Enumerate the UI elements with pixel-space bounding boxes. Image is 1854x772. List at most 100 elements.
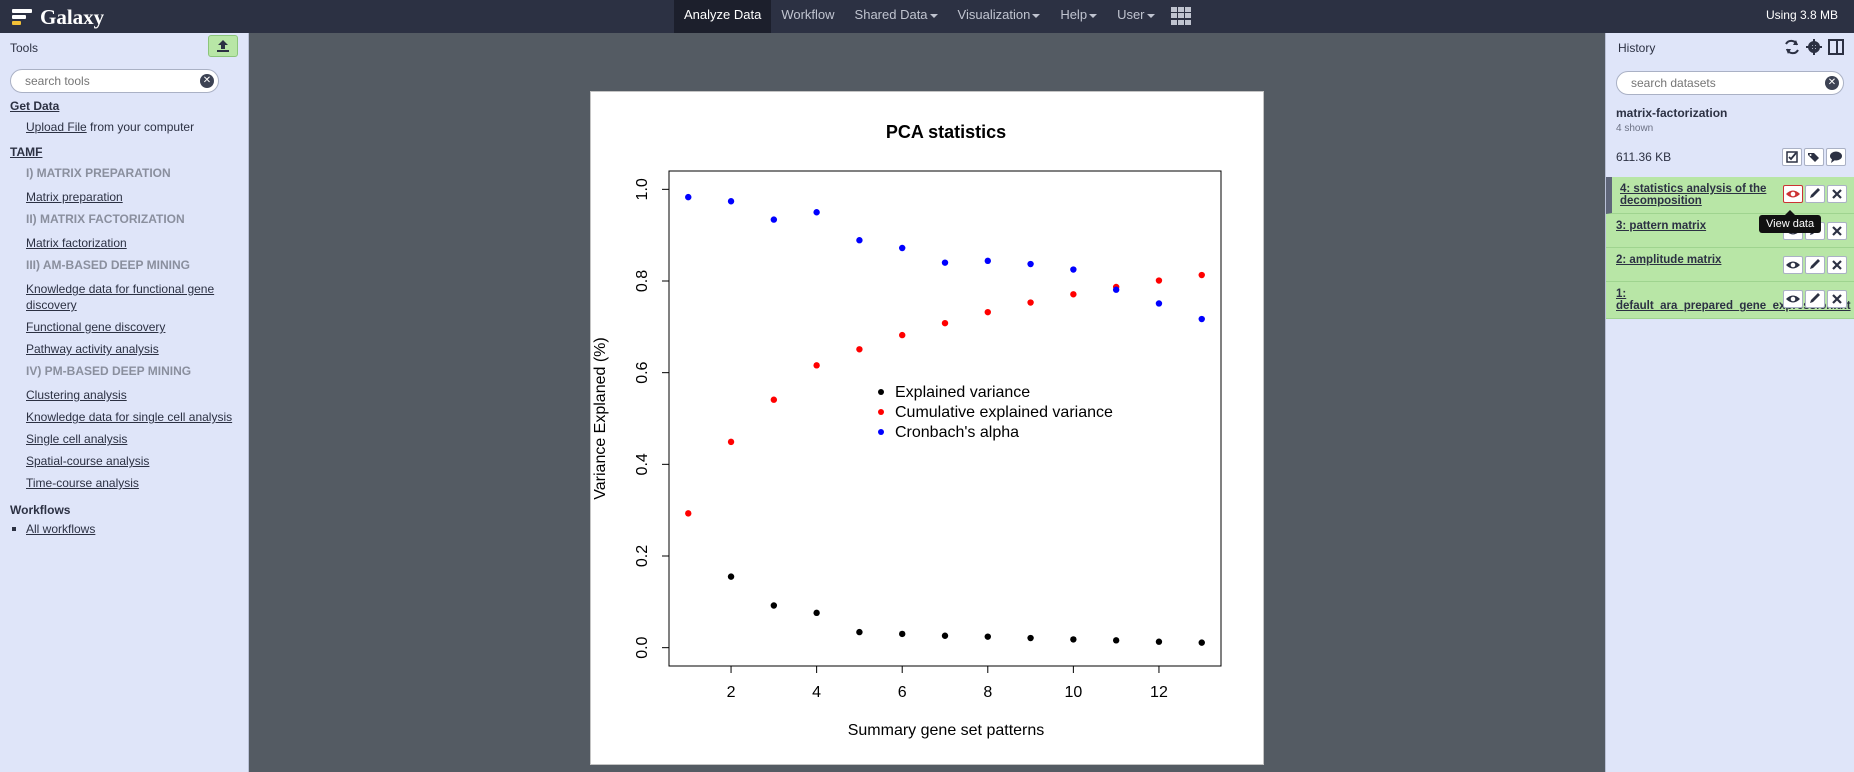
data-point [1112, 286, 1120, 293]
tool-pathway-activity[interactable]: Pathway activity analysis [26, 342, 159, 356]
annotation-comment-icon[interactable] [1826, 148, 1846, 166]
quota-meter[interactable]: Using 3.8 MB [1765, 8, 1838, 22]
tool-knowledge-single-cell[interactable]: Knowledge data for single cell analysis [26, 410, 233, 424]
delete-x-icon[interactable] [1827, 185, 1847, 203]
dataset-title[interactable]: 4: statistics analysis of the decomposit… [1620, 183, 1767, 207]
tool-spatial-course-analysis[interactable]: Spatial-course analysis [26, 454, 150, 468]
dataset-item[interactable]: 1: default_ara_prepared_gene_expression.… [1606, 282, 1854, 319]
tool-panel-title: Tools [10, 41, 39, 55]
delete-x-icon[interactable] [1827, 256, 1847, 274]
data-point [1198, 315, 1205, 323]
pencil-icon[interactable] [1805, 256, 1825, 274]
tool-functional-gene-discovery[interactable]: Functional gene discovery [26, 320, 166, 334]
data-point [941, 319, 949, 327]
brand-link[interactable]: Galaxy [12, 4, 104, 30]
all-workflows-link[interactable]: All workflows [26, 522, 96, 536]
nav-shared-data[interactable]: Shared Data [845, 0, 948, 33]
data-point [1155, 277, 1163, 284]
eye-icon[interactable] [1783, 256, 1803, 274]
tool-section-label: III) AM-BASED DEEP MINING [26, 258, 191, 272]
bullet-icon [12, 527, 16, 531]
tool-knowledge-functional-gene[interactable]: Knowledge data for functional gene disco… [26, 282, 215, 312]
y-tick-label: 0.4 [634, 453, 651, 475]
tool-time-course-analysis[interactable]: Time-course analysis [26, 476, 139, 490]
clear-search-icon[interactable]: ✕ [1825, 76, 1839, 90]
x-tick-label: 4 [812, 684, 821, 701]
data-point [1198, 271, 1205, 279]
upload-button[interactable] [208, 35, 238, 57]
y-axis: 0.0 0.2 0.4 0.6 0.8 1.0 [634, 178, 669, 659]
tool-clustering-analysis[interactable]: Clustering analysis [26, 388, 127, 402]
data-point [1198, 639, 1205, 646]
data-point [770, 602, 778, 609]
x-tick-label: 10 [1064, 684, 1082, 701]
upload-file-link[interactable]: Upload File [26, 120, 87, 134]
nav-workflow[interactable]: Workflow [771, 0, 844, 33]
dataset-search-input[interactable] [1631, 76, 1811, 90]
eye-icon[interactable] [1783, 185, 1803, 203]
dataset-item[interactable]: 2: amplitude matrix [1606, 248, 1854, 282]
section-get-data[interactable]: Get Data [10, 99, 60, 113]
plot-image: PCA statistics 2 4 6 8 10 12 0.0 0.2 0.4 0.6 0.8 1… [590, 91, 1264, 765]
refresh-icon[interactable] [1782, 37, 1802, 57]
data-point [685, 193, 692, 201]
history-title: History [1618, 41, 1656, 55]
chart-title: PCA statistics [886, 122, 1006, 142]
nav-label: Help [1060, 7, 1088, 22]
caret-down-icon [1089, 13, 1098, 18]
legend-marker [878, 429, 884, 435]
dataset-item[interactable]: 4: statistics analysis of the decomposit… [1606, 177, 1854, 214]
data-point [813, 362, 820, 369]
pencil-icon[interactable] [1805, 290, 1825, 308]
galaxy-logo-icon [12, 6, 34, 28]
data-point [770, 216, 778, 223]
data-point [1027, 299, 1034, 306]
data-point [856, 346, 863, 353]
data-point [770, 396, 778, 403]
tool-single-cell-analysis[interactable]: Single cell analysis [26, 432, 128, 446]
tool-panel: Tools ✕ Get Data Upload File from your c… [0, 33, 249, 772]
legend-label: Cumulative explained variance [895, 404, 1113, 421]
nav-help[interactable]: Help [1050, 0, 1107, 33]
upload-icon [217, 40, 229, 52]
tool-section-label: II) MATRIX FACTORIZATION [26, 212, 185, 226]
data-point [1027, 260, 1034, 268]
tags-icon[interactable] [1804, 148, 1824, 166]
dataset-list: 4: statistics analysis of the decomposit… [1606, 177, 1854, 319]
pencil-icon[interactable] [1805, 185, 1825, 203]
nav-analyze-data[interactable]: Analyze Data [674, 0, 772, 33]
dataset-title[interactable]: 2: amplitude matrix [1616, 254, 1722, 266]
apps-grid-icon[interactable] [1170, 7, 1193, 25]
columns-icon[interactable] [1826, 37, 1846, 57]
tool-section-label: I) MATRIX PREPARATION [26, 166, 171, 180]
nav-user[interactable]: User [1107, 0, 1164, 33]
gear-icon[interactable] [1804, 37, 1824, 57]
dataset-title[interactable]: 3: pattern matrix [1616, 220, 1707, 232]
data-point [1155, 300, 1163, 307]
nav-visualization[interactable]: Visualization [948, 0, 1051, 33]
tool-matrix-preparation[interactable]: Matrix preparation [26, 190, 123, 204]
data-point [984, 308, 991, 316]
section-tamf[interactable]: TAMF [10, 145, 43, 159]
delete-x-icon[interactable] [1827, 222, 1847, 240]
x-tick-label: 8 [983, 684, 992, 701]
nav-label: User [1117, 7, 1145, 22]
tool-matrix-factorization[interactable]: Matrix factorization [26, 236, 127, 250]
delete-x-icon[interactable] [1827, 290, 1847, 308]
nav-label: Visualization [957, 7, 1031, 22]
tool-upload-file: Upload File from your computer [10, 119, 240, 135]
data-point [1070, 266, 1077, 273]
legend-marker [878, 389, 884, 395]
caret-down-icon [929, 13, 938, 18]
history-name[interactable]: matrix-factorization [1616, 106, 1728, 120]
select-all-checkbox-icon[interactable] [1782, 148, 1802, 166]
clear-search-icon[interactable]: ✕ [200, 74, 214, 88]
y-tick-label: 0.0 [634, 636, 651, 658]
eye-icon[interactable] [1783, 290, 1803, 308]
tool-search-input[interactable] [25, 74, 185, 88]
nav-label: Shared Data [854, 7, 928, 22]
tool-section-label: IV) PM-BASED DEEP MINING [26, 364, 192, 378]
x-axis-label: Summary gene set patterns [848, 722, 1045, 739]
history-shown-count: 4 shown [1616, 123, 1654, 134]
dataset-buttons [1781, 290, 1847, 308]
